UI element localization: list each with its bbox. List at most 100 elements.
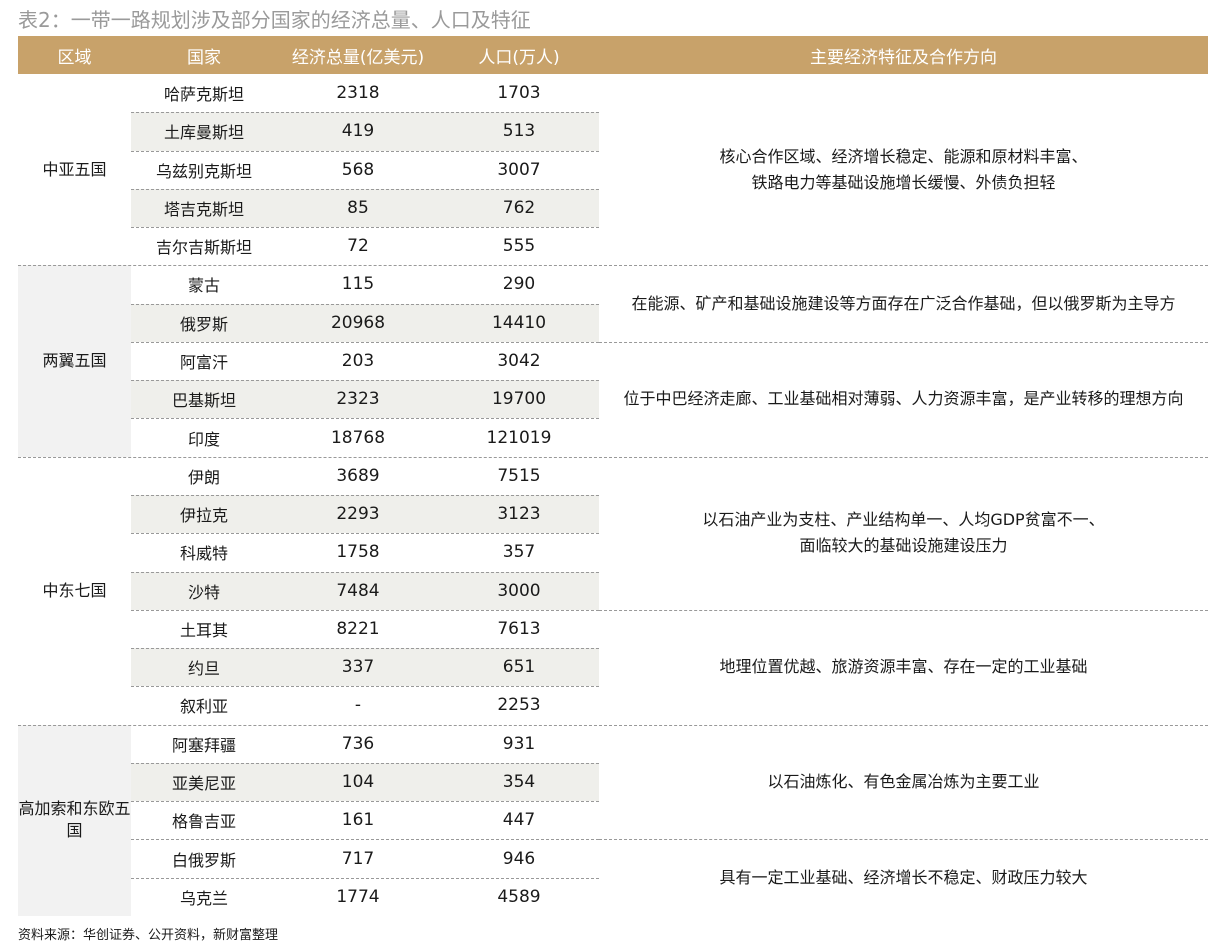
population-cell: 513	[502, 121, 536, 142]
region-cell: 中亚五国	[18, 74, 131, 266]
country-cell: 俄罗斯	[179, 314, 228, 334]
header-features: 主要经济特征及合作方向	[810, 47, 997, 68]
table-row: 哈萨克斯坦 2318 1703	[131, 74, 599, 113]
table-row: 亚美尼亚 104 354	[131, 762, 599, 802]
population-cell: 4589	[497, 886, 541, 907]
row-divider	[131, 227, 599, 229]
country-cell: 伊拉克	[179, 506, 228, 526]
table-row: 印度 18768 121019	[131, 418, 599, 457]
country-cell: 叙利亚	[179, 697, 228, 717]
gdp-cell: 1774	[336, 886, 380, 907]
table-row: 吉尔吉斯斯坦 72 555	[131, 227, 599, 266]
gdp-cell: 85	[347, 197, 369, 218]
region-cell: 两翼五国	[18, 265, 131, 457]
table-row: 伊朗 3689 7515	[131, 456, 599, 495]
region-divider	[18, 456, 1208, 458]
gdp-cell: 1758	[336, 542, 380, 563]
row-divider	[131, 686, 599, 688]
gdp-cell: -	[354, 695, 362, 716]
population-cell: 357	[502, 542, 536, 563]
feature-cell: 具有一定工业基础、经济增长不稳定、财政压力较大	[719, 867, 1088, 887]
population-cell: 19700	[491, 389, 547, 410]
country-cell: 蒙古	[187, 276, 220, 296]
row-divider	[131, 533, 599, 535]
population-cell: 946	[502, 848, 536, 869]
row-divider	[131, 341, 599, 343]
feature-cell: 核心合作区域、经济增长稳定、能源和原材料丰富、 铁路电力等基础设施增长缓慢、外债…	[719, 146, 1088, 192]
region-cell: 中东七国	[18, 456, 131, 725]
table-row: 科威特 1758 357	[131, 533, 599, 572]
population-cell: 1703	[497, 83, 541, 104]
table-row: 伊拉克 2293 3123	[131, 494, 599, 534]
country-cell: 伊朗	[187, 467, 220, 487]
table-body: 中亚五国 两翼五国 中东七国 高加索和东欧五国 哈萨克斯坦 2318 1703 土库曼斯坦 41…	[18, 74, 1208, 916]
region-divider	[18, 724, 1208, 726]
population-cell: 3000	[497, 580, 541, 601]
gdp-cell: 7484	[336, 580, 380, 601]
row-divider	[131, 112, 599, 114]
table-row: 俄罗斯 20968 14410	[131, 303, 599, 342]
header-population: 人口(万人)	[478, 47, 560, 68]
population-cell: 931	[502, 733, 536, 754]
row-divider	[131, 648, 599, 650]
country-cell: 吉尔吉斯斯坦	[155, 238, 252, 258]
table-row: 乌克兰 1774 4589	[131, 877, 599, 916]
country-cell: 约旦	[187, 659, 220, 679]
population-cell: 7613	[497, 618, 541, 639]
gdp-cell: 568	[341, 159, 375, 180]
population-cell: 2253	[497, 695, 541, 716]
country-cell: 阿塞拜疆	[171, 735, 236, 755]
region-divider	[18, 265, 1208, 267]
table-row: 塔吉克斯坦 85 762	[131, 188, 599, 228]
table-row: 土库曼斯坦 419 513	[131, 112, 599, 151]
country-cell: 亚美尼亚	[171, 773, 236, 793]
gdp-cell: 8221	[336, 618, 380, 639]
population-cell: 354	[502, 771, 536, 792]
feature-cell: 以石油产业为支柱、产业结构单一、人均GDP贫富不一、 面临较大的基础设施建设压力	[702, 510, 1105, 556]
gdp-cell: 2293	[336, 504, 380, 525]
population-cell: 290	[502, 274, 536, 295]
country-cell: 乌克兰	[179, 888, 228, 908]
row-divider	[131, 571, 599, 573]
feature-cell: 以石油炼化、有色金属冶炼为主要工业	[767, 771, 1040, 791]
table-row: 巴基斯坦 2323 19700	[131, 380, 599, 419]
feature-cell: 位于中巴经济走廊、工业基础相对薄弱、人力资源丰富，是产业转移的理想方向	[623, 389, 1184, 409]
gdp-cell: 18768	[330, 427, 386, 448]
table-row: 阿塞拜疆 736 931	[131, 724, 599, 763]
gdp-cell: 717	[341, 848, 375, 869]
country-cell: 沙特	[187, 582, 220, 602]
row-divider	[131, 877, 599, 879]
gdp-cell: 3689	[336, 465, 380, 486]
row-divider	[131, 494, 599, 496]
feature-cell: 在能源、矿产和基础设施建设等方面存在广泛合作基础，但以俄罗斯为主导方	[631, 293, 1176, 313]
population-cell: 447	[502, 810, 536, 831]
gdp-cell: 419	[341, 121, 375, 142]
row-divider	[131, 303, 599, 305]
gdp-cell: 104	[341, 771, 375, 792]
population-cell: 3042	[497, 351, 541, 371]
gdp-cell: 2323	[336, 389, 380, 410]
source-note: 资料来源：华创证券、公开资料，新财富整理	[18, 928, 279, 943]
table-row: 叙利亚 - 2253	[131, 686, 599, 725]
table-row: 约旦 337 651	[131, 648, 599, 687]
feature-cell: 地理位置优越、旅游资源丰富、存在一定的工业基础	[719, 657, 1088, 677]
header-gdp: 经济总量(亿美元)	[291, 47, 425, 68]
row-divider	[131, 418, 599, 420]
population-cell: 555	[502, 236, 536, 257]
country-cell: 白俄罗斯	[171, 850, 236, 870]
row-divider	[131, 839, 599, 841]
population-cell: 7515	[497, 465, 541, 486]
country-cell: 土耳其	[179, 620, 228, 640]
row-divider	[131, 380, 599, 382]
feature-divider	[599, 341, 1208, 343]
gdp-cell: 203	[341, 351, 375, 371]
table-row: 蒙古 115 290	[131, 265, 599, 304]
population-cell: 3007	[497, 159, 541, 180]
population-cell: 762	[502, 197, 536, 218]
table-row: 土耳其 8221 7613	[131, 609, 599, 649]
country-cell: 印度	[187, 429, 220, 449]
gdp-cell: 115	[341, 274, 375, 295]
table-row: 白俄罗斯 717 946	[131, 839, 599, 878]
country-cell: 塔吉克斯坦	[163, 199, 244, 219]
gdp-cell: 2318	[336, 83, 380, 104]
